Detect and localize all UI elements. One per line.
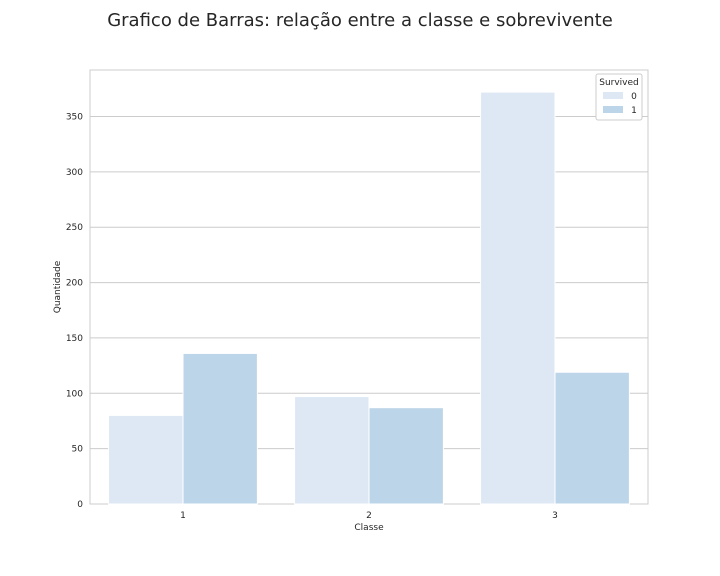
bar-class-1-survived-0 (108, 414, 184, 505)
y-tick-label: 350 (66, 113, 83, 123)
y-tick-label: 0 (77, 500, 83, 510)
y-tick-label: 300 (66, 168, 83, 178)
y-tick-label: 150 (66, 334, 83, 344)
x-tick-label: 3 (552, 511, 558, 521)
legend-title: Survived (599, 78, 639, 88)
bar-class-1-survived-1 (182, 352, 258, 505)
y-axis-label: Quantidade (53, 260, 63, 313)
bar-class-3-survived-1 (554, 371, 630, 505)
x-ticks: 1 2 3 (180, 511, 558, 521)
bars (108, 91, 630, 505)
bar-class-2-survived-0 (294, 396, 370, 505)
y-tick-label: 50 (72, 445, 84, 455)
legend-label: 0 (631, 92, 637, 102)
y-tick-label: 250 (66, 223, 83, 233)
x-tick-label: 1 (180, 511, 186, 521)
x-tick-label: 2 (366, 511, 372, 521)
legend: Survived 0 1 (595, 73, 643, 121)
bar-class-3-survived-0 (480, 91, 556, 505)
y-tick-label: 100 (66, 389, 83, 399)
bar-class-2-survived-1 (368, 407, 444, 505)
x-axis-label: Classe (354, 523, 384, 533)
legend-label: 1 (631, 106, 637, 116)
legend-swatch (603, 92, 623, 99)
y-tick-label: 200 (66, 279, 83, 289)
legend-swatch (603, 106, 623, 113)
chart-title: Grafico de Barras: relação entre a class… (107, 10, 613, 31)
y-ticks: 0 50 100 150 200 250 300 350 (66, 113, 83, 511)
